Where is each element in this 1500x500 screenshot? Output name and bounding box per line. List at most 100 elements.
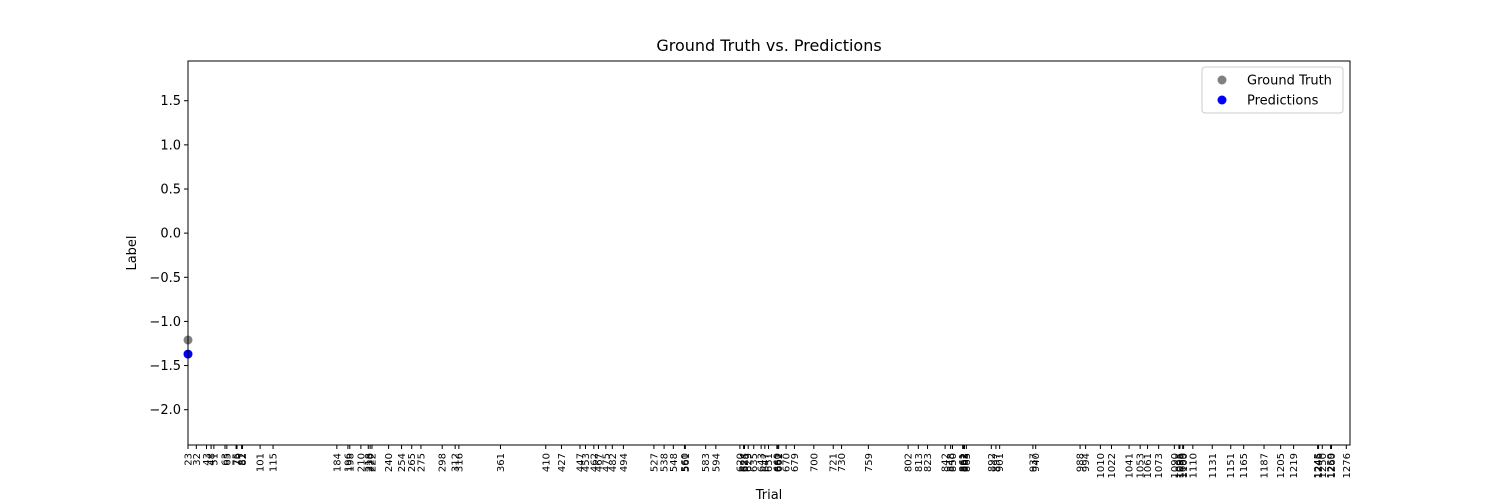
legend-label-ground-truth: Ground Truth bbox=[1247, 74, 1332, 89]
x-tick-label: 453 bbox=[581, 453, 592, 472]
x-tick-label: 897 bbox=[991, 453, 1002, 472]
legend-box bbox=[1201, 66, 1344, 114]
x-tick-label: 494 bbox=[619, 453, 630, 472]
x-tick-label: 620 bbox=[735, 453, 746, 472]
x-tick-label: 361 bbox=[496, 453, 507, 472]
x-tick-label: 220 bbox=[366, 453, 377, 472]
x-tick-label: 994 bbox=[1081, 453, 1092, 472]
x-tick-label: 862 bbox=[959, 453, 970, 472]
x-tick-label: 937 bbox=[1028, 453, 1039, 472]
x-tick-label: 940 bbox=[1031, 453, 1042, 472]
x-tick-label: 1151 bbox=[1226, 453, 1237, 478]
x-tick-label: 759 bbox=[864, 453, 875, 472]
x-tick-label: 730 bbox=[837, 453, 848, 472]
y-axis-label: Label bbox=[125, 235, 140, 270]
x-tick-label: 721 bbox=[829, 453, 840, 472]
x-tick-label: 1246 bbox=[1314, 453, 1325, 478]
x-tick-label: 475 bbox=[601, 453, 612, 472]
legend-label-predictions: Predictions bbox=[1247, 94, 1319, 109]
x-tick-label: 823 bbox=[923, 453, 934, 472]
x-tick-label: 594 bbox=[711, 453, 722, 472]
x-axis-label: Trial bbox=[755, 488, 783, 500]
x-tick-label: 850 bbox=[948, 453, 959, 472]
x-tick-label: 560 bbox=[680, 453, 691, 472]
x-tick-label: 254 bbox=[397, 453, 408, 472]
x-tick-label: 240 bbox=[384, 453, 395, 472]
x-tick-label: 1095 bbox=[1174, 453, 1185, 478]
x-tick-label: 184 bbox=[332, 453, 343, 472]
x-tick-label: 298 bbox=[438, 453, 449, 472]
x-tick-label: 482 bbox=[608, 453, 619, 472]
y-tick-label: 0.5 bbox=[160, 183, 181, 198]
x-tick-label: 583 bbox=[701, 453, 712, 472]
x-tick-label: 679 bbox=[790, 453, 801, 472]
x-tick-label: 32 bbox=[192, 453, 203, 466]
x-tick-label: 988 bbox=[1076, 453, 1087, 472]
x-tick-label: 265 bbox=[407, 453, 418, 472]
x-tick-label: 82 bbox=[238, 453, 249, 466]
x-tick-label: 1090 bbox=[1170, 453, 1181, 478]
x-tick-label: 1010 bbox=[1096, 453, 1107, 478]
x-tick-label: 101 bbox=[256, 453, 267, 472]
x-tick-label: 1131 bbox=[1208, 453, 1219, 478]
x-tick-label: 629 bbox=[744, 453, 755, 472]
legend-marker-ground-truth bbox=[1217, 75, 1227, 85]
x-tick-label: 1022 bbox=[1107, 453, 1118, 478]
x-tick-label: 410 bbox=[541, 453, 552, 472]
y-tick-label: 1.5 bbox=[160, 94, 181, 109]
x-tick-label: 865 bbox=[962, 453, 973, 472]
y-tick-label: −0.5 bbox=[149, 271, 181, 286]
x-tick-label: 1260 bbox=[1327, 453, 1338, 478]
y-axis-ticks: 1.5 1.0 0.5 0.0 −0.5 −1.0 −1.5 −2.0 bbox=[149, 94, 188, 418]
x-tick-label: 661 bbox=[773, 453, 784, 472]
x-tick-label: 647 bbox=[760, 453, 771, 472]
y-tick-label: −1.0 bbox=[149, 315, 181, 330]
x-tick-label: 1250 bbox=[1318, 453, 1329, 478]
x-tick-label: 275 bbox=[416, 453, 427, 472]
x-tick-label: 316 bbox=[454, 453, 465, 472]
x-tick-label: 63 bbox=[220, 453, 231, 466]
x-tick-label: 892 bbox=[987, 453, 998, 472]
x-tick-label: 700 bbox=[809, 453, 820, 472]
x-tick-label: 196 bbox=[343, 453, 354, 472]
x-tick-label: 1245 bbox=[1313, 453, 1324, 478]
x-tick-label: 651 bbox=[764, 453, 775, 472]
x-tick-label: 660 bbox=[772, 453, 783, 472]
x-tick-label: 901 bbox=[995, 453, 1006, 472]
x-tick-label: 1061 bbox=[1143, 453, 1154, 478]
x-tick-label: 1100 bbox=[1179, 453, 1190, 478]
x-tick-label: 1276 bbox=[1342, 453, 1353, 478]
y-tick-label: −1.5 bbox=[149, 359, 181, 374]
x-tick-label: 561 bbox=[681, 453, 692, 472]
x-tick-label: 1099 bbox=[1178, 453, 1189, 478]
x-tick-label: 625 bbox=[740, 453, 751, 472]
x-tick-label: 861 bbox=[958, 453, 969, 472]
x-tick-label: 842 bbox=[941, 453, 952, 472]
x-tick-label: 115 bbox=[269, 453, 280, 472]
x-tick-label: 1073 bbox=[1154, 453, 1165, 478]
x-tick-label: 467 bbox=[594, 453, 605, 472]
x-tick-label: 635 bbox=[749, 453, 760, 472]
x-tick-label: 75 bbox=[232, 453, 243, 466]
legend-marker-predictions bbox=[1217, 95, 1227, 105]
x-tick-label: 81 bbox=[237, 453, 248, 466]
x-tick-label: 51 bbox=[209, 453, 220, 466]
x-tick-label: 312 bbox=[451, 453, 462, 472]
x-tick-label: 802 bbox=[904, 453, 915, 472]
x-tick-label: 863 bbox=[960, 453, 971, 472]
x-tick-label: 23 bbox=[184, 453, 195, 466]
y-tick-label: −2.0 bbox=[149, 403, 181, 418]
x-tick-label: 210 bbox=[356, 453, 367, 472]
x-tick-label: 1041 bbox=[1125, 453, 1136, 478]
x-tick-label: 548 bbox=[669, 453, 680, 472]
x-tick-label: 48 bbox=[207, 453, 218, 466]
x-tick-label: 43 bbox=[202, 453, 213, 466]
chart-legend: Ground Truth Predictions bbox=[1201, 66, 1344, 114]
x-tick-label: 76 bbox=[232, 453, 243, 466]
x-tick-label: 813 bbox=[914, 453, 925, 472]
x-tick-label: 643 bbox=[757, 453, 768, 472]
x-tick-label: 218 bbox=[364, 453, 375, 472]
x-tick-label: 427 bbox=[557, 453, 568, 472]
